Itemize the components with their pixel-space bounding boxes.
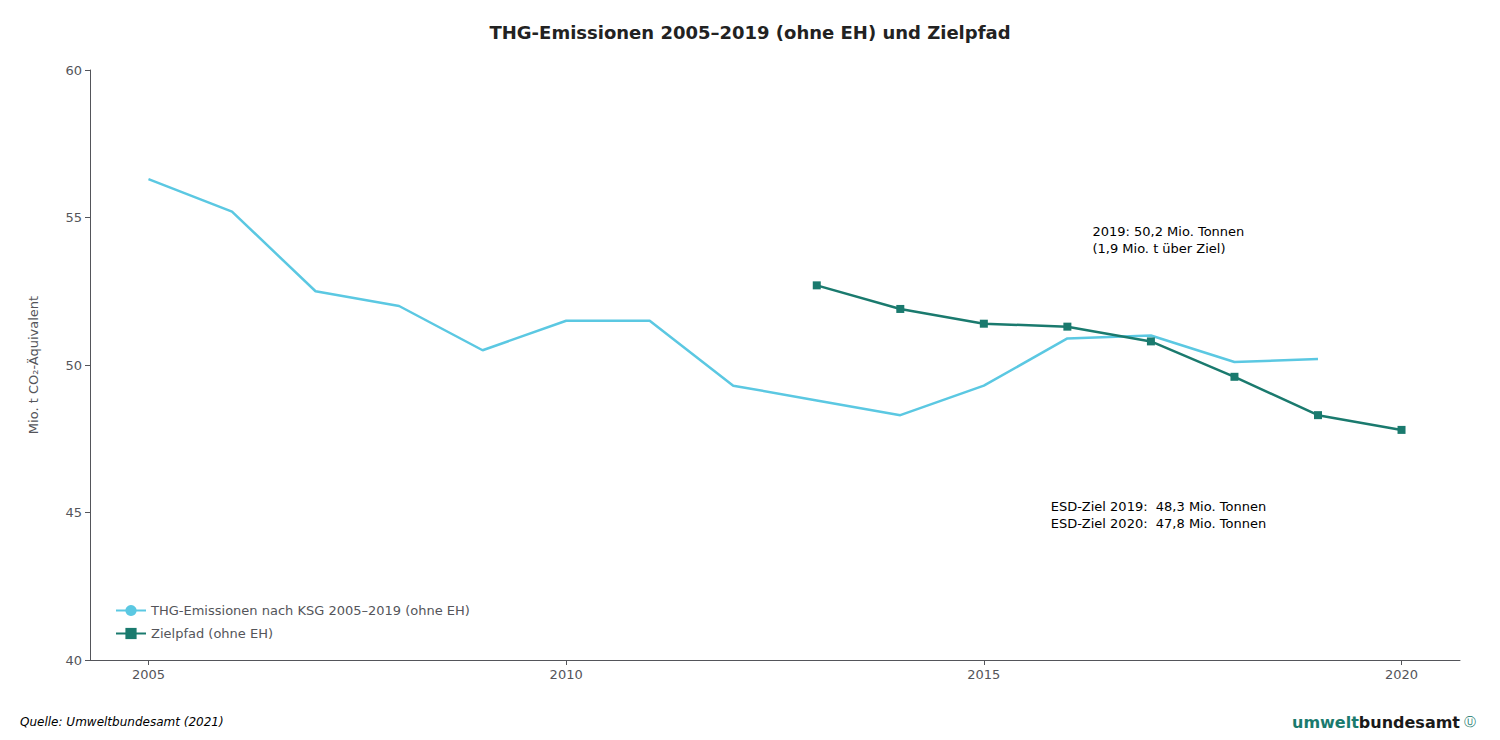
svg-text:2005: 2005 — [132, 667, 165, 682]
svg-text:Mio. t CO₂-Äquivalent: Mio. t CO₂-Äquivalent — [26, 296, 41, 434]
svg-text:THG-Emissionen 2005–2019 (ohne: THG-Emissionen 2005–2019 (ohne EH) und Z… — [489, 22, 1010, 43]
svg-text:ESD-Ziel 2019: 48,3 Mio. Tonn: ESD-Ziel 2019: 48,3 Mio. Tonnen — [1051, 499, 1266, 514]
svg-text:(1,9 Mio. t über Ziel): (1,9 Mio. t über Ziel) — [1092, 241, 1225, 256]
svg-text:THG-Emissionen nach KSG 2005–2: THG-Emissionen nach KSG 2005–2019 (ohne … — [150, 603, 470, 618]
svg-text:45: 45 — [65, 505, 82, 520]
svg-text:ESD-Ziel 2020: 47,8 Mio. Tonn: ESD-Ziel 2020: 47,8 Mio. Tonnen — [1051, 516, 1266, 531]
svg-text:2019: 50,2 Mio. Tonnen: 2019: 50,2 Mio. Tonnen — [1092, 224, 1244, 239]
svg-text:55: 55 — [65, 210, 82, 225]
svg-text:2010: 2010 — [550, 667, 583, 682]
svg-text:Ⓤ: Ⓤ — [1464, 715, 1476, 729]
svg-text:60: 60 — [65, 63, 82, 78]
svg-text:2020: 2020 — [1385, 667, 1418, 682]
svg-text:bundesamt: bundesamt — [1359, 713, 1461, 732]
svg-text:Quelle: Umweltbundesamt (2021): Quelle: Umweltbundesamt (2021) — [20, 715, 224, 729]
svg-text:40: 40 — [65, 653, 82, 668]
svg-text:2015: 2015 — [967, 667, 1000, 682]
svg-text:50: 50 — [65, 358, 82, 373]
svg-text:umwelt: umwelt — [1292, 713, 1359, 732]
svg-text:Zielpfad (ohne EH): Zielpfad (ohne EH) — [151, 626, 273, 641]
